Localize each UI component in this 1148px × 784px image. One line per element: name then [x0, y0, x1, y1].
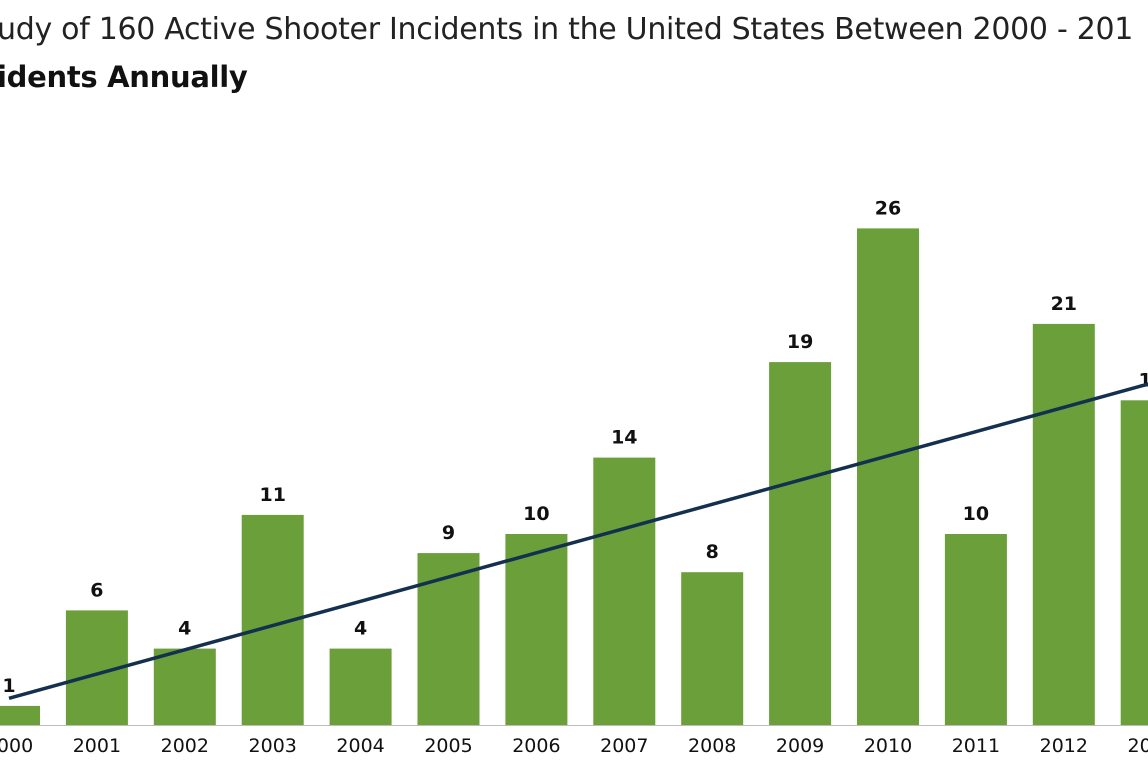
data-label-2009: 19 — [787, 331, 813, 353]
data-label-2011: 10 — [963, 503, 989, 525]
x-tick-2003: 2003 — [249, 735, 297, 757]
data-label-2002: 4 — [178, 618, 191, 640]
data-label-2003: 11 — [259, 484, 285, 506]
chart-subtitle: idents Annually — [0, 60, 248, 94]
data-label-2001: 6 — [90, 579, 103, 601]
data-label-2007: 14 — [611, 427, 637, 449]
bar-2008 — [681, 572, 744, 725]
bar-2011 — [944, 534, 1007, 725]
bar-2006 — [505, 534, 568, 725]
bar-2007 — [593, 457, 656, 725]
bar-2000 — [0, 705, 40, 725]
data-label-2006: 10 — [523, 503, 549, 525]
x-tick-2002: 2002 — [161, 735, 209, 757]
data-labels: 1 6 4 11 4 9 10 14 8 19 26 10 21 17 — [2, 197, 1148, 697]
data-label-2012: 21 — [1051, 293, 1077, 315]
x-tick-2009: 2009 — [776, 735, 824, 757]
x-tick-2006: 2006 — [512, 735, 560, 757]
x-tick-2008: 2008 — [688, 735, 736, 757]
data-label-2004: 4 — [354, 618, 367, 640]
x-tick-2000: 2000 — [0, 735, 33, 757]
x-tick-2005: 2005 — [424, 735, 472, 757]
bar-2009 — [769, 362, 832, 725]
bar-2004 — [329, 648, 392, 725]
data-label-2010: 26 — [875, 197, 901, 219]
data-label-2013: 17 — [1138, 369, 1148, 391]
chart-title: udy of 160 Active Shooter Incidents in t… — [0, 12, 1134, 47]
x-tick-2007: 2007 — [600, 735, 648, 757]
data-label-2000: 1 — [2, 675, 15, 697]
x-tick-2010: 2010 — [864, 735, 912, 757]
x-tick-2001: 2001 — [73, 735, 121, 757]
x-tick-2012: 2012 — [1040, 735, 1088, 757]
bar-2010 — [857, 228, 919, 725]
bars-group — [0, 228, 1148, 725]
bar-2002 — [153, 648, 216, 725]
trend-line — [8, 382, 1148, 700]
data-label-2005: 9 — [442, 522, 455, 544]
x-tick-2011: 2011 — [952, 735, 1000, 757]
x-tick-2004: 2004 — [336, 735, 384, 757]
bar-2005 — [417, 553, 480, 725]
x-tick-2013: 2013 — [1128, 735, 1148, 757]
data-label-2008: 8 — [706, 541, 719, 563]
x-tick-labels: 2000 2001 2002 2003 2004 2005 2006 2007 2008 2009… — [0, 735, 1148, 757]
bar-2013 — [1120, 400, 1148, 725]
bar-2012 — [1032, 323, 1095, 725]
